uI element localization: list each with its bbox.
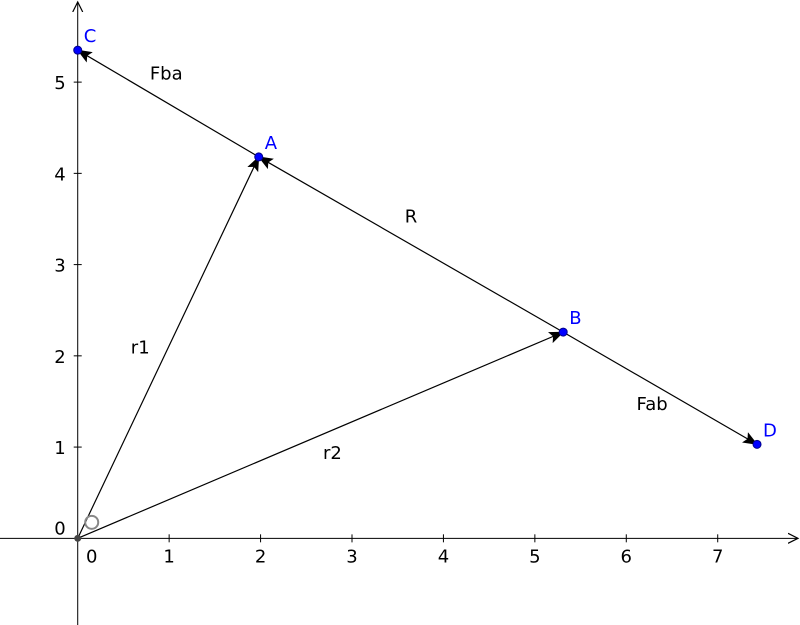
point-A-marker[interactable] — [254, 152, 264, 162]
y-tick-label: 2 — [54, 347, 65, 368]
vector-r1-label: r1 — [131, 338, 150, 359]
vector-r2[interactable]: r2 — [77, 331, 565, 539]
vector-Fba-segment[interactable] — [76, 49, 260, 158]
point-origin[interactable] — [74, 514, 100, 542]
x-tick-label: 4 — [438, 546, 449, 567]
x-axis-ticks: 1 2 3 4 5 6 7 — [163, 534, 723, 567]
x-tick-label: 1 — [163, 546, 174, 567]
y-origin-tick-label: 0 — [54, 518, 65, 539]
origin-indicator-icon — [84, 514, 100, 530]
point-D-marker[interactable] — [752, 439, 762, 449]
x-tick-label: 5 — [529, 546, 540, 567]
vector-r1-segment[interactable] — [77, 156, 260, 539]
vector-Fab-label: Fab — [637, 394, 668, 415]
vectors: r1 r2 R Fba Fab — [76, 49, 758, 539]
x-tick-label: 6 — [621, 546, 632, 567]
vector-R-segment[interactable] — [257, 156, 564, 333]
point-D-label: D — [763, 420, 777, 441]
x-tick-label: 7 — [712, 546, 723, 567]
x-tick-label: 3 — [346, 546, 357, 567]
vector-Fba[interactable]: Fba — [76, 49, 260, 158]
point-B-label: B — [569, 308, 581, 329]
point-B-marker[interactable] — [558, 327, 568, 337]
point-A[interactable]: A — [254, 133, 278, 162]
points: A B C D — [73, 26, 777, 542]
vector-Fab-segment[interactable] — [562, 331, 758, 445]
point-C[interactable]: C — [73, 26, 97, 55]
vector-R-label: R — [405, 207, 418, 228]
vector-r2-label: r2 — [323, 443, 342, 464]
y-axis-ticks: 1 2 3 4 5 — [54, 73, 82, 459]
point-D[interactable]: D — [752, 420, 777, 449]
point-B[interactable]: B — [558, 308, 582, 337]
vector-r1[interactable]: r1 — [77, 156, 260, 539]
y-tick-label: 1 — [54, 438, 65, 459]
origin-point-marker[interactable] — [74, 534, 82, 542]
vector-Fab[interactable]: Fab — [562, 331, 758, 445]
point-C-label: C — [84, 26, 97, 47]
vector-R[interactable]: R — [257, 156, 564, 333]
vector-r2-segment[interactable] — [77, 331, 565, 539]
point-C-marker[interactable] — [73, 45, 83, 55]
x-tick-label: 2 — [255, 546, 266, 567]
y-tick-label: 5 — [54, 73, 65, 94]
point-A-label: A — [265, 133, 278, 154]
y-tick-label: 3 — [54, 256, 65, 277]
y-tick-label: 4 — [54, 164, 65, 185]
x-origin-tick-label: 0 — [86, 546, 97, 567]
vector-Fba-label: Fba — [150, 64, 183, 85]
